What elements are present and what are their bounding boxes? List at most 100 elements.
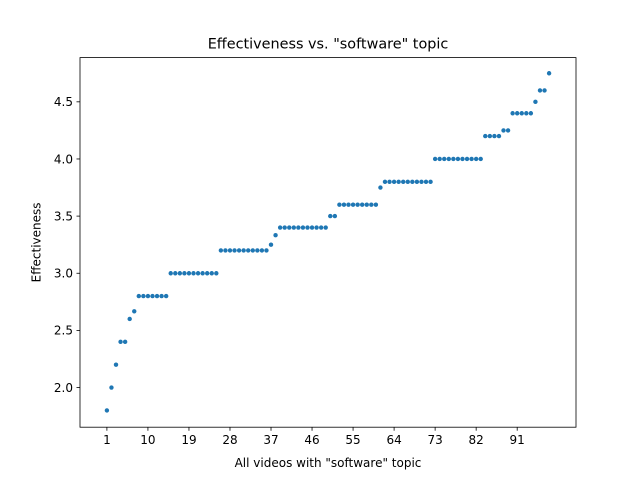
data-point	[350, 202, 356, 207]
data-point	[423, 179, 429, 185]
data-point	[505, 128, 511, 133]
data-point	[264, 248, 269, 253]
data-point	[469, 156, 474, 162]
data-point	[378, 185, 383, 190]
x-tick-label: 19	[181, 433, 196, 447]
data-point	[214, 271, 219, 276]
y-tick-label: 3.5	[54, 209, 73, 223]
data-point	[473, 156, 479, 162]
data-point	[246, 248, 251, 253]
y-tick-label: 4.5	[54, 95, 73, 109]
data-point	[410, 179, 415, 185]
data-point	[514, 111, 520, 116]
data-point	[546, 71, 552, 76]
data-point	[287, 225, 292, 230]
data-points	[104, 71, 552, 413]
y-tick-label: 4.0	[54, 152, 73, 166]
x-tick-label: 64	[386, 433, 401, 447]
y-axis-ticks: 2.0 2.5 3.0 3.5 4.0 4.5	[54, 95, 80, 395]
data-point	[268, 242, 274, 247]
data-point	[250, 248, 255, 253]
data-point	[323, 225, 328, 230]
data-point	[478, 156, 483, 162]
data-point	[291, 225, 297, 230]
data-point	[332, 213, 338, 219]
data-point	[432, 156, 438, 162]
x-tick-label: 55	[345, 433, 360, 447]
x-axis-label: All videos with "software" topic	[235, 456, 422, 470]
data-point	[186, 271, 192, 276]
plot-area	[79, 57, 577, 428]
x-tick-label: 73	[427, 433, 442, 447]
y-tick-label: 2.5	[54, 324, 73, 338]
data-point	[177, 271, 183, 276]
data-point	[241, 248, 246, 253]
data-point	[145, 293, 151, 299]
x-tick-label: 10	[140, 433, 155, 447]
data-point	[168, 271, 173, 276]
data-point	[492, 133, 497, 139]
data-point	[460, 156, 465, 162]
data-point	[401, 179, 406, 185]
data-point	[355, 202, 360, 207]
data-point	[387, 179, 392, 185]
data-point	[195, 271, 201, 276]
data-point	[305, 225, 310, 230]
data-point	[218, 248, 224, 253]
data-point	[537, 88, 543, 93]
data-point	[200, 271, 205, 276]
data-point	[487, 133, 493, 139]
data-point	[542, 88, 547, 93]
data-point	[296, 225, 301, 230]
x-tick-label: 37	[263, 433, 278, 447]
data-point	[519, 111, 524, 116]
data-point	[455, 156, 461, 162]
data-point	[337, 202, 342, 207]
data-point	[382, 179, 388, 185]
y-tick-label: 2.0	[54, 381, 73, 395]
data-point	[232, 248, 237, 253]
axes-frame	[79, 57, 577, 428]
data-point	[496, 133, 502, 139]
x-tick-label: 46	[304, 433, 319, 447]
data-point	[150, 293, 155, 299]
data-point	[282, 225, 287, 230]
data-point	[191, 271, 196, 276]
data-point	[464, 156, 470, 162]
data-point	[369, 202, 374, 207]
data-point	[328, 213, 333, 219]
data-point	[533, 99, 538, 105]
data-point	[118, 339, 123, 345]
data-point	[173, 271, 178, 276]
data-point	[510, 111, 515, 116]
data-point	[446, 156, 452, 162]
data-point	[528, 111, 534, 116]
y-axis-label: Effectiveness	[30, 202, 44, 282]
x-tick-label: 28	[222, 433, 237, 447]
data-point	[364, 202, 369, 207]
data-point	[391, 179, 397, 185]
data-point	[483, 133, 488, 139]
data-point	[419, 179, 424, 185]
data-point	[442, 156, 447, 162]
data-point	[255, 248, 260, 253]
data-point	[154, 293, 160, 299]
data-point	[277, 225, 283, 230]
x-tick-label: 1	[103, 433, 111, 447]
data-point	[451, 156, 456, 162]
data-point	[437, 156, 442, 162]
data-point	[300, 225, 306, 230]
data-point	[209, 271, 214, 276]
data-point	[182, 271, 187, 276]
data-point	[396, 179, 401, 185]
x-tick-label: 82	[469, 433, 484, 447]
data-point	[273, 233, 278, 238]
chart-title: Effectiveness vs. "software" topic	[208, 37, 449, 53]
data-point	[122, 339, 128, 345]
data-point	[341, 202, 347, 207]
data-point	[314, 225, 319, 230]
x-tick-label: 91	[510, 433, 525, 447]
data-point	[359, 202, 365, 207]
